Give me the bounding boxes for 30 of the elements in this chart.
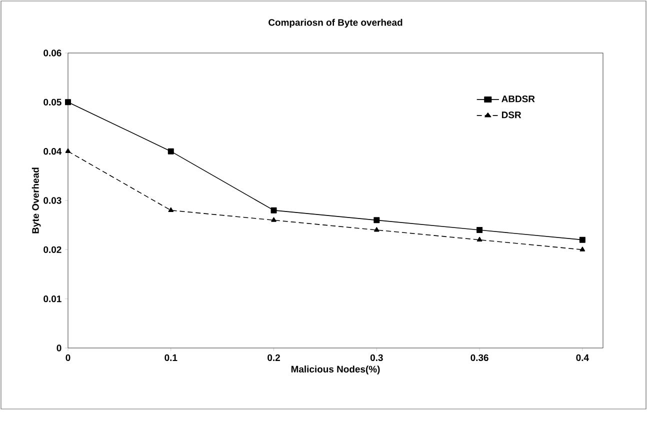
- point: [374, 227, 380, 232]
- y-tick-label: 0.03: [44, 197, 62, 204]
- y-tick-label: 0: [56, 344, 62, 352]
- y-tick-label: 0.01: [44, 295, 62, 302]
- point: [168, 207, 174, 212]
- x-tick-label: 0: [66, 354, 70, 362]
- point: [579, 236, 586, 243]
- y-tick-label: 0.02: [44, 246, 62, 254]
- point: [476, 227, 483, 233]
- y-tick-label: 0.05: [44, 98, 62, 106]
- x-tick-label: 0.3: [370, 354, 383, 362]
- x-tick-label: 0.4: [576, 354, 589, 362]
- x-tick-label: 0.2: [268, 354, 280, 362]
- point: [580, 246, 586, 252]
- x-tick-label: 0.36: [470, 354, 488, 362]
- x-axis-title: Malicious Nodes(%): [291, 366, 380, 374]
- point: [270, 207, 277, 214]
- y-tick-label: 0.06: [44, 50, 62, 56]
- point: [374, 217, 380, 224]
- point: [476, 236, 482, 242]
- point: [168, 148, 174, 154]
- chart-title: Compariosn of Byte overhead: [268, 18, 402, 28]
- point: [65, 99, 71, 106]
- y-axis-title: Byte Overhead: [32, 168, 41, 234]
- x-tick-label: 0.1: [164, 354, 178, 362]
- y-tick-label: 0.04: [44, 148, 62, 155]
- legend-label: DSR: [502, 112, 522, 118]
- point: [65, 148, 71, 154]
- point: [271, 217, 276, 222]
- legend-label: ABDSR: [502, 96, 535, 102]
